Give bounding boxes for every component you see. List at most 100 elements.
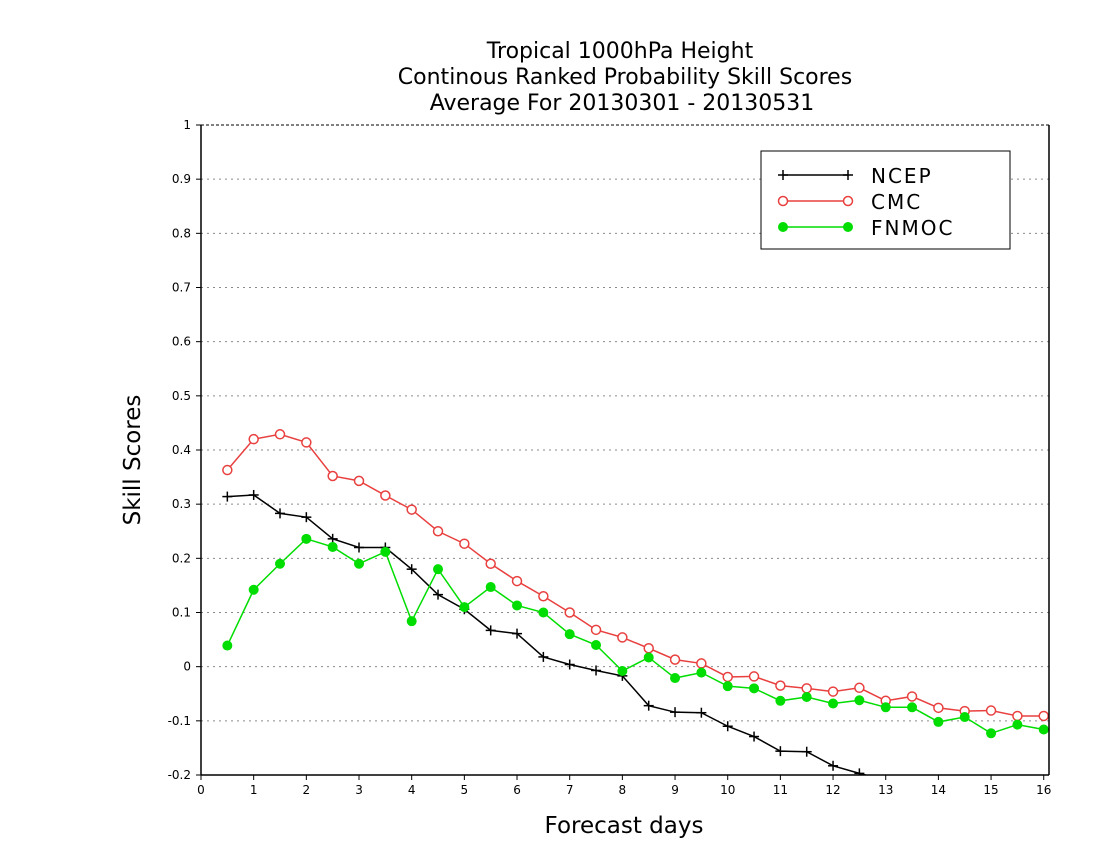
legend-label-cmc: CMC xyxy=(871,190,922,214)
series-line-cmc xyxy=(226,433,1044,717)
data-point-ncep xyxy=(591,665,602,676)
data-point-fnmoc xyxy=(1012,719,1023,730)
data-point-ncep xyxy=(643,700,654,711)
data-point-fnmoc xyxy=(538,607,549,618)
x-tick-label: 9 xyxy=(671,783,679,797)
data-point-fnmoc xyxy=(643,652,654,663)
chart-title-line-3: Average For 20130301 - 20130531 xyxy=(430,91,815,116)
data-point-fnmoc xyxy=(327,541,338,552)
data-point-cmc xyxy=(564,607,575,618)
y-tick-label: 0.8 xyxy=(172,226,191,240)
data-point-ncep xyxy=(828,760,839,771)
x-tick-label: 11 xyxy=(773,783,788,797)
data-point-cmc xyxy=(459,538,470,549)
y-tick-label: 0.7 xyxy=(172,281,191,295)
data-point-fnmoc xyxy=(275,558,286,569)
data-point-ncep xyxy=(907,781,917,791)
data-point-cmc xyxy=(485,558,496,569)
chart-title: Tropical 1000hPa Height Continous Ranked… xyxy=(398,39,852,116)
legend-box xyxy=(760,150,1011,250)
data-point-cmc xyxy=(696,658,707,669)
data-point-cmc xyxy=(801,683,812,694)
x-tick-label: 4 xyxy=(408,783,416,797)
data-point-cmc xyxy=(854,682,865,694)
legend-label-ncep: NCEP xyxy=(871,164,933,188)
data-point-fnmoc xyxy=(959,712,970,723)
x-tick-label: 2 xyxy=(303,783,311,797)
y-tick-label: 0.6 xyxy=(172,335,191,349)
legend-marker-ncep xyxy=(843,170,853,180)
data-point-fnmoc xyxy=(880,702,891,713)
data-point-cmc xyxy=(1012,710,1023,722)
x-tick-label: 12 xyxy=(825,783,840,797)
y-axis-ticks: -0.2 -0.1 0 0.1 0.2 0.3 0.4 0.5 0.6 0.7 0.8 0.9 1 xyxy=(168,118,201,782)
data-point-fnmoc xyxy=(933,716,944,727)
x-tick-label: 14 xyxy=(931,783,946,797)
data-point-cmc xyxy=(327,470,338,482)
x-tick-label: 7 xyxy=(566,783,574,797)
data-point-fnmoc xyxy=(749,683,760,694)
data-point-ncep xyxy=(670,707,681,718)
x-tick-label: 5 xyxy=(461,783,469,797)
data-point-ncep xyxy=(775,746,786,757)
series-ncep xyxy=(222,489,1049,818)
data-point-cmc xyxy=(353,475,365,487)
legend-item-fnmoc: FNMOC xyxy=(778,216,954,240)
data-point-ncep xyxy=(433,589,444,600)
y-axis-title: Skill Scores xyxy=(120,395,146,526)
data-point-fnmoc xyxy=(722,681,733,692)
data-point-fnmoc xyxy=(801,692,812,702)
data-point-fnmoc xyxy=(696,667,707,678)
data-point-cmc xyxy=(432,526,444,537)
data-point-cmc xyxy=(775,680,786,691)
data-point-ncep xyxy=(854,768,865,775)
data-point-fnmoc xyxy=(406,616,417,627)
data-point-fnmoc xyxy=(459,602,470,613)
data-point-fnmoc xyxy=(854,695,865,706)
data-point-ncep xyxy=(485,625,496,636)
data-point-cmc xyxy=(643,643,654,654)
series-line-fnmoc xyxy=(226,537,1044,735)
series-layer xyxy=(222,429,1049,818)
y-tick-label: 0.5 xyxy=(172,389,191,403)
y-tick-label: -0.1 xyxy=(168,714,191,728)
legend-label-fnmoc: FNMOC xyxy=(871,216,954,240)
data-point-fnmoc xyxy=(828,698,839,709)
x-tick-label: 6 xyxy=(513,783,521,797)
y-tick-label: -0.2 xyxy=(168,768,191,782)
data-point-cmc xyxy=(538,591,549,602)
data-point-fnmoc xyxy=(485,582,496,593)
legend-item-ncep: NCEP xyxy=(778,164,933,188)
data-point-ncep xyxy=(248,489,259,500)
data-point-cmc xyxy=(590,624,602,636)
data-point-fnmoc xyxy=(354,558,365,569)
data-point-ncep xyxy=(1012,803,1022,813)
y-tick-label: 0 xyxy=(183,660,191,674)
data-point-fnmoc xyxy=(591,640,602,650)
chart-title-line-2: Continous Ranked Probability Skill Score… xyxy=(398,65,852,90)
data-point-fnmoc xyxy=(433,564,444,575)
data-point-fnmoc xyxy=(1038,724,1049,735)
data-point-fnmoc xyxy=(670,673,681,684)
data-point-ncep xyxy=(1039,808,1049,818)
data-point-cmc xyxy=(617,632,628,643)
data-point-fnmoc xyxy=(301,533,312,544)
data-point-cmc xyxy=(985,705,997,716)
series-line-ncep xyxy=(227,494,869,775)
chart-title-line-1: Tropical 1000hPa Height xyxy=(486,39,754,64)
y-tick-label: 1 xyxy=(183,118,191,132)
y-tick-label: 0.2 xyxy=(172,551,191,565)
data-point-fnmoc xyxy=(775,695,786,706)
legend-marker-cmc xyxy=(842,195,854,207)
data-point-ncep xyxy=(749,731,760,742)
data-point-cmc xyxy=(406,504,417,515)
data-point-cmc xyxy=(222,464,233,476)
data-point-ncep xyxy=(722,721,733,732)
data-point-cmc xyxy=(722,671,733,683)
x-tick-label: 13 xyxy=(878,783,893,797)
x-axis-title: Forecast days xyxy=(545,813,704,839)
legend-marker-cmc xyxy=(777,195,789,207)
data-point-ncep xyxy=(354,542,365,553)
